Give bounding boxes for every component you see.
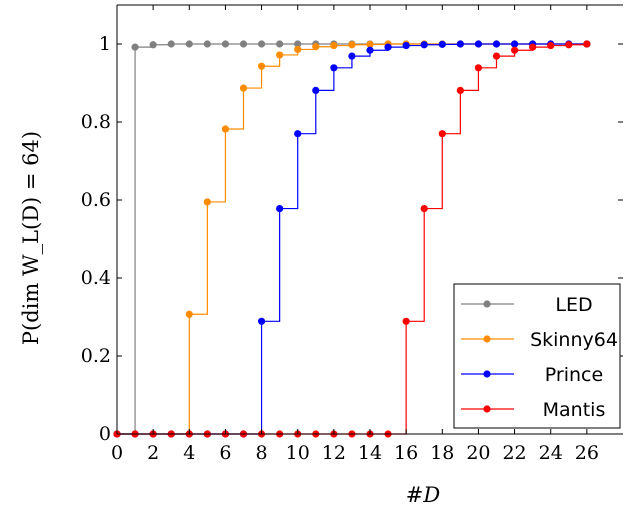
data-point-prince <box>456 40 464 48</box>
data-point-skinny64 <box>366 40 374 48</box>
x-tick-label: 24 <box>539 442 563 464</box>
data-point-led <box>149 41 157 49</box>
data-point-skinny64 <box>276 51 284 59</box>
data-point-led <box>239 40 248 48</box>
x-tick-label: 22 <box>502 442 526 464</box>
data-point-mantis <box>456 86 464 95</box>
data-point-led <box>221 40 230 48</box>
legend-label-mantis: Mantis <box>543 399 606 421</box>
data-point-skinny64 <box>312 43 320 51</box>
data-point-led <box>257 40 266 48</box>
data-point-led <box>203 40 211 48</box>
data-point-led <box>294 40 302 48</box>
data-point-prince <box>276 204 284 213</box>
y-axis-label: P(dim W_L(D) = 64) <box>19 131 43 345</box>
data-point-prince <box>330 64 338 72</box>
data-point-prince <box>348 52 356 60</box>
data-point-mantis <box>438 130 446 138</box>
y-tick-label: 1 <box>99 33 111 55</box>
data-point-prince <box>384 43 392 51</box>
x-tick-label: 18 <box>430 442 454 464</box>
data-point-mantis <box>492 52 501 60</box>
data-point-skinny64 <box>203 198 211 206</box>
data-point-mantis <box>402 317 410 325</box>
x-tick-label: 6 <box>219 442 231 464</box>
data-point-prince <box>474 40 483 48</box>
legend-label-prince: Prince <box>545 364 603 386</box>
data-point-mantis <box>547 41 555 50</box>
x-tick-label: 2 <box>147 442 159 464</box>
data-point-skinny64 <box>239 84 248 92</box>
data-point-mantis <box>529 43 537 51</box>
x-axis-label: #D <box>406 483 441 507</box>
x-tick-label: 8 <box>256 442 268 464</box>
data-point-prince <box>366 46 374 54</box>
legend-marker-led <box>483 300 491 308</box>
data-point-skinny64 <box>330 41 338 50</box>
data-point-mantis <box>583 40 591 48</box>
data-point-prince <box>294 130 302 138</box>
y-tick-label: 0.2 <box>81 345 111 367</box>
y-tick-label: 0.8 <box>81 111 111 133</box>
data-point-skinny64 <box>185 310 193 318</box>
x-tick-label: 0 <box>111 442 123 464</box>
x-tick-label: 10 <box>286 442 310 464</box>
x-tick-label: 20 <box>466 442 490 464</box>
data-point-mantis <box>510 46 519 54</box>
data-point-mantis <box>565 41 573 49</box>
y-tick-label: 0.6 <box>81 189 111 211</box>
legend-marker-skinny64 <box>483 335 491 343</box>
data-point-prince <box>510 40 519 48</box>
x-tick-label: 4 <box>183 442 195 464</box>
data-point-prince <box>420 41 428 49</box>
data-point-skinny64 <box>257 62 266 70</box>
data-point-prince <box>492 40 501 48</box>
data-point-prince <box>438 40 446 48</box>
data-point-led <box>276 40 284 48</box>
data-point-skinny64 <box>294 45 302 54</box>
x-tick-label: 12 <box>322 442 346 464</box>
data-point-led <box>167 40 175 48</box>
y-tick-label: 0 <box>99 423 111 445</box>
data-point-led <box>185 40 193 48</box>
x-tick-label: 26 <box>575 442 599 464</box>
data-point-skinny64 <box>348 41 356 49</box>
legend-marker-mantis <box>483 405 491 413</box>
x-tick-label: 14 <box>358 442 382 464</box>
series-layer <box>113 40 591 438</box>
data-point-skinny64 <box>221 125 230 133</box>
data-point-prince <box>402 41 410 50</box>
y-tick-label: 0.4 <box>81 267 111 289</box>
legend: LED Skinny64 Prince Mantis <box>453 283 621 429</box>
data-point-mantis <box>420 204 428 213</box>
legend-marker-prince <box>483 370 491 378</box>
legend-label-led: LED <box>555 294 592 316</box>
data-point-mantis <box>474 64 483 72</box>
legend-label-skinny64: Skinny64 <box>530 329 618 351</box>
data-point-led <box>131 43 139 51</box>
data-point-prince <box>257 317 266 325</box>
x-tick-label: 16 <box>394 442 418 464</box>
legend-box <box>453 283 621 429</box>
data-point-prince <box>312 86 320 95</box>
